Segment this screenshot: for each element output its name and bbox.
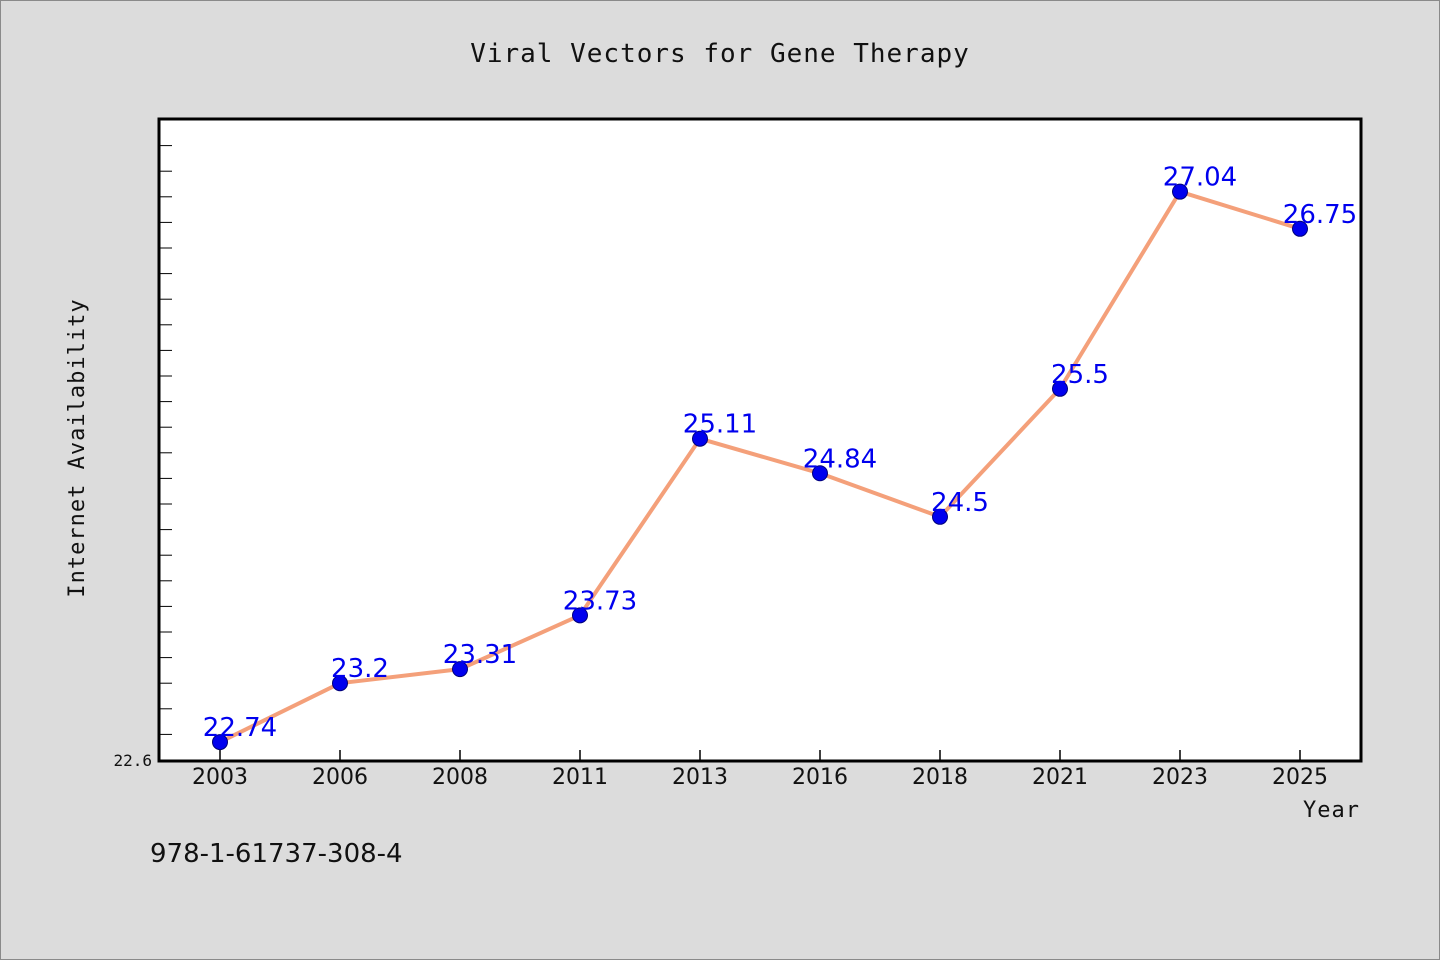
data-point bbox=[812, 465, 828, 482]
data-label: 23.2 bbox=[331, 654, 389, 684]
data-point bbox=[1292, 220, 1308, 237]
data-label: 23.73 bbox=[563, 586, 637, 616]
series-layer: 22.74 23.2 23.31 23.73 25.11 24.84 24.5 25.5 27.… bbox=[203, 163, 1357, 751]
x-tick-label: 2018 bbox=[912, 765, 968, 790]
data-label: 24.5 bbox=[931, 488, 989, 518]
y-min-label: 22.6 bbox=[113, 751, 152, 770]
x-tick-label: 2011 bbox=[552, 765, 608, 790]
y-axis-ticks bbox=[160, 119, 172, 735]
data-label: 24.84 bbox=[803, 444, 877, 474]
x-tick-label: 2003 bbox=[192, 765, 248, 790]
data-label: 22.74 bbox=[203, 713, 277, 743]
series-line bbox=[219, 189, 1301, 744]
x-axis-label: Year bbox=[1303, 798, 1360, 823]
x-tick-label: 2008 bbox=[432, 765, 488, 790]
x-axis-ticks: 2003 2006 2008 2011 2013 2016 2018 2021 2023 2025 bbox=[192, 750, 1328, 790]
x-tick-label: 2006 bbox=[312, 765, 368, 790]
y-axis-label: Internet Availability bbox=[65, 298, 90, 597]
data-point bbox=[572, 607, 588, 624]
data-point bbox=[332, 675, 348, 692]
data-label: 25.11 bbox=[683, 410, 757, 440]
x-tick-label: 2016 bbox=[792, 765, 848, 790]
data-point bbox=[1172, 183, 1188, 200]
data-point bbox=[692, 430, 708, 447]
data-label: 23.31 bbox=[443, 640, 517, 670]
data-point bbox=[452, 661, 468, 678]
isbn-text: 978-1-61737-308-4 bbox=[150, 839, 403, 869]
data-label: 27.04 bbox=[1163, 163, 1237, 193]
data-point bbox=[1052, 380, 1068, 397]
data-point bbox=[212, 734, 228, 751]
data-label: 26.75 bbox=[1283, 200, 1357, 230]
data-point bbox=[932, 508, 948, 525]
chart-title: Viral Vectors for Gene Therapy bbox=[470, 39, 970, 69]
x-tick-label: 2025 bbox=[1272, 765, 1328, 790]
data-label: 25.5 bbox=[1051, 360, 1109, 390]
x-tick-label: 2021 bbox=[1032, 765, 1088, 790]
x-tick-label: 2013 bbox=[672, 765, 728, 790]
x-tick-label: 2023 bbox=[1152, 765, 1208, 790]
